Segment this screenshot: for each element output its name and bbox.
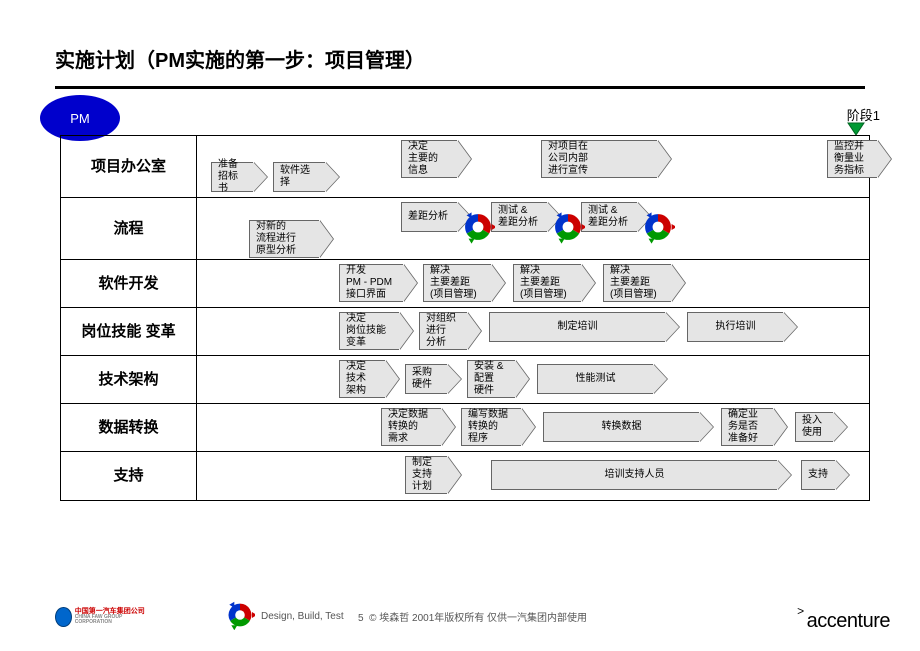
task-arrow: 决定 技术 架构	[339, 360, 399, 398]
grid-row: 流程对新的 流程进行 原型分析差距分析测试 & 差距分析测试 & 差距分析	[61, 198, 869, 260]
task-arrow: 决定 主要的 信息	[401, 140, 471, 178]
task-arrow: 解决 主要差距 (项目管理)	[423, 264, 505, 302]
task-arrow: 确定业 务是否 准备好	[721, 408, 787, 446]
task-arrow: 制定培训	[489, 312, 679, 342]
row-label: 流程	[61, 198, 197, 259]
row-label: 数据转换	[61, 404, 197, 451]
task-arrow: 制定 支持 计划	[405, 456, 461, 494]
dbt-cycle-icon	[461, 210, 495, 244]
task-arrow: 性能测试	[537, 364, 667, 394]
task-arrow: 对新的 流程进行 原型分析	[249, 220, 333, 258]
row-label: 技术架构	[61, 356, 197, 403]
grid-row: 软件开发开发 PM - PDM 接口界面解决 主要差距 (项目管理)解决 主要差…	[61, 260, 869, 308]
task-arrow: 培训支持人员	[491, 460, 791, 490]
grid-row: 数据转换决定数据 转换的 需求编写数据 转换的 程序转换数据确定业 务是否 准备…	[61, 404, 869, 452]
row-label: 岗位技能 变革	[61, 308, 197, 355]
task-arrow: 开发 PM - PDM 接口界面	[339, 264, 417, 302]
task-arrow: 安装 & 配置 硬件	[467, 360, 529, 398]
row-label: 支持	[61, 452, 197, 500]
row-body: 决定数据 转换的 需求编写数据 转换的 程序转换数据确定业 务是否 准备好投入 …	[197, 404, 869, 451]
row-body: 对新的 流程进行 原型分析差距分析测试 & 差距分析测试 & 差距分析	[197, 198, 869, 259]
phase-marker-icon	[847, 122, 865, 136]
dbt-cycle-icon	[551, 210, 585, 244]
dbt-cycle-icon	[641, 210, 675, 244]
row-body: 决定 岗位技能 变革对组织 进行 分析制定培训执行培训	[197, 308, 869, 355]
task-arrow: 对项目在 公司内部 进行宣传	[541, 140, 671, 178]
row-body: 准备 招标书软件选择决定 主要的 信息对项目在 公司内部 进行宣传监控并 衡量业…	[197, 136, 869, 197]
grid-row: 岗位技能 变革决定 岗位技能 变革对组织 进行 分析制定培训执行培训	[61, 308, 869, 356]
task-arrow: 编写数据 转换的 程序	[461, 408, 535, 446]
grid-row: 项目办公室准备 招标书软件选择决定 主要的 信息对项目在 公司内部 进行宣传监控…	[61, 136, 869, 198]
task-arrow: 支持	[801, 460, 849, 490]
row-body: 决定 技术 架构采购 硬件安装 & 配置 硬件性能测试	[197, 356, 869, 403]
task-arrow: 对组织 进行 分析	[419, 312, 481, 350]
grid-row: 技术架构决定 技术 架构采购 硬件安装 & 配置 硬件性能测试	[61, 356, 869, 404]
task-arrow: 监控并 衡量业 务指标	[827, 140, 891, 178]
dbt-legend: Design, Build, Test	[225, 600, 344, 633]
footer-copyright: 5 © 埃森哲 2001年版权所有 仅供一汽集团内部使用	[358, 609, 587, 624]
accenture-logo: >accenture	[800, 610, 890, 633]
title-rule	[55, 86, 865, 89]
page-footer: 中国第一汽车集团公司 CHINA FAW GROUP CORPORATION D…	[55, 600, 890, 633]
schedule-grid: 项目办公室准备 招标书软件选择决定 主要的 信息对项目在 公司内部 进行宣传监控…	[60, 135, 870, 501]
task-arrow: 决定 岗位技能 变革	[339, 312, 413, 350]
task-arrow: 投入 使用	[795, 412, 847, 442]
task-arrow: 执行培训	[687, 312, 797, 342]
task-arrow: 解决 主要差距 (项目管理)	[603, 264, 685, 302]
row-body: 制定 支持 计划培训支持人员支持	[197, 452, 869, 500]
task-arrow: 软件选择	[273, 162, 339, 192]
row-body: 开发 PM - PDM 接口界面解决 主要差距 (项目管理)解决 主要差距 (项…	[197, 260, 869, 307]
task-arrow: 准备 招标书	[211, 162, 267, 192]
task-arrow: 决定数据 转换的 需求	[381, 408, 455, 446]
task-arrow: 解决 主要差距 (项目管理)	[513, 264, 595, 302]
page-title: 实施计划（PM实施的第一步：项目管理）	[55, 44, 425, 73]
task-arrow: 转换数据	[543, 412, 713, 442]
row-label: 软件开发	[61, 260, 197, 307]
faw-logo: 中国第一汽车集团公司 CHINA FAW GROUP CORPORATION	[55, 606, 145, 628]
grid-row: 支持制定 支持 计划培训支持人员支持	[61, 452, 869, 500]
task-arrow: 采购 硬件	[405, 364, 461, 394]
row-label: 项目办公室	[61, 136, 197, 197]
